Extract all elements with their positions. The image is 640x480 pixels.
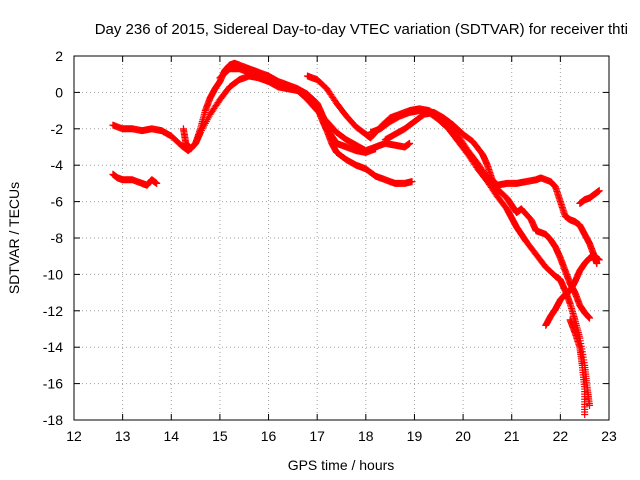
- series-track-8: [542, 252, 603, 329]
- x-tick-label: 14: [163, 428, 179, 444]
- y-tick-label: -14: [43, 339, 63, 355]
- y-tick-label: -8: [51, 230, 64, 246]
- x-tick-label: 21: [504, 428, 520, 444]
- y-tick-label: -18: [43, 412, 63, 428]
- y-tick-label: -2: [51, 121, 64, 137]
- y-tick-label: -12: [43, 303, 63, 319]
- data-point: [408, 178, 416, 186]
- y-tick-label: -6: [51, 194, 64, 210]
- y-tick-label: 0: [55, 84, 63, 100]
- x-tick-label: 19: [407, 428, 423, 444]
- y-tick-label: 2: [55, 48, 63, 64]
- series-track-9: [566, 316, 589, 419]
- y-tick-label: -16: [43, 376, 63, 392]
- series-track-7: [381, 108, 601, 267]
- x-tick-label: 23: [601, 428, 617, 444]
- data-point: [586, 401, 594, 409]
- chart-title: Day 236 of 2015, Sidereal Day-to-day VTE…: [95, 21, 628, 38]
- y-tick-label: -4: [51, 157, 64, 173]
- series-track-5: [303, 72, 594, 322]
- data-point: [153, 179, 161, 187]
- data-point: [586, 314, 594, 322]
- data-point: [595, 256, 603, 264]
- x-tick-label: 20: [455, 428, 471, 444]
- series-track-2: [179, 72, 416, 187]
- axis-ticks: 12 13 14 15 16 17 18 19 20 21 22 2320-2-4-6-8-10-12…: [43, 48, 617, 444]
- y-tick-label: -10: [43, 266, 63, 282]
- x-tick-label: 13: [115, 428, 131, 444]
- x-tick-label: 17: [309, 428, 325, 444]
- x-axis-label: GPS time / hours: [288, 457, 395, 473]
- series-track-3: [109, 170, 161, 189]
- x-tick-label: 18: [358, 428, 374, 444]
- data-series: [109, 59, 603, 419]
- x-tick-label: 15: [212, 428, 228, 444]
- x-tick-label: 16: [261, 428, 277, 444]
- x-tick-label: 12: [66, 428, 82, 444]
- series-track-4: [216, 65, 414, 155]
- data-point: [581, 411, 589, 419]
- x-tick-label: 22: [553, 428, 569, 444]
- series-track-10: [576, 187, 603, 207]
- data-point: [406, 139, 414, 147]
- data-point: [595, 187, 603, 195]
- y-axis-label: SDTVAR / TECUs: [6, 182, 22, 294]
- grid: [74, 56, 609, 420]
